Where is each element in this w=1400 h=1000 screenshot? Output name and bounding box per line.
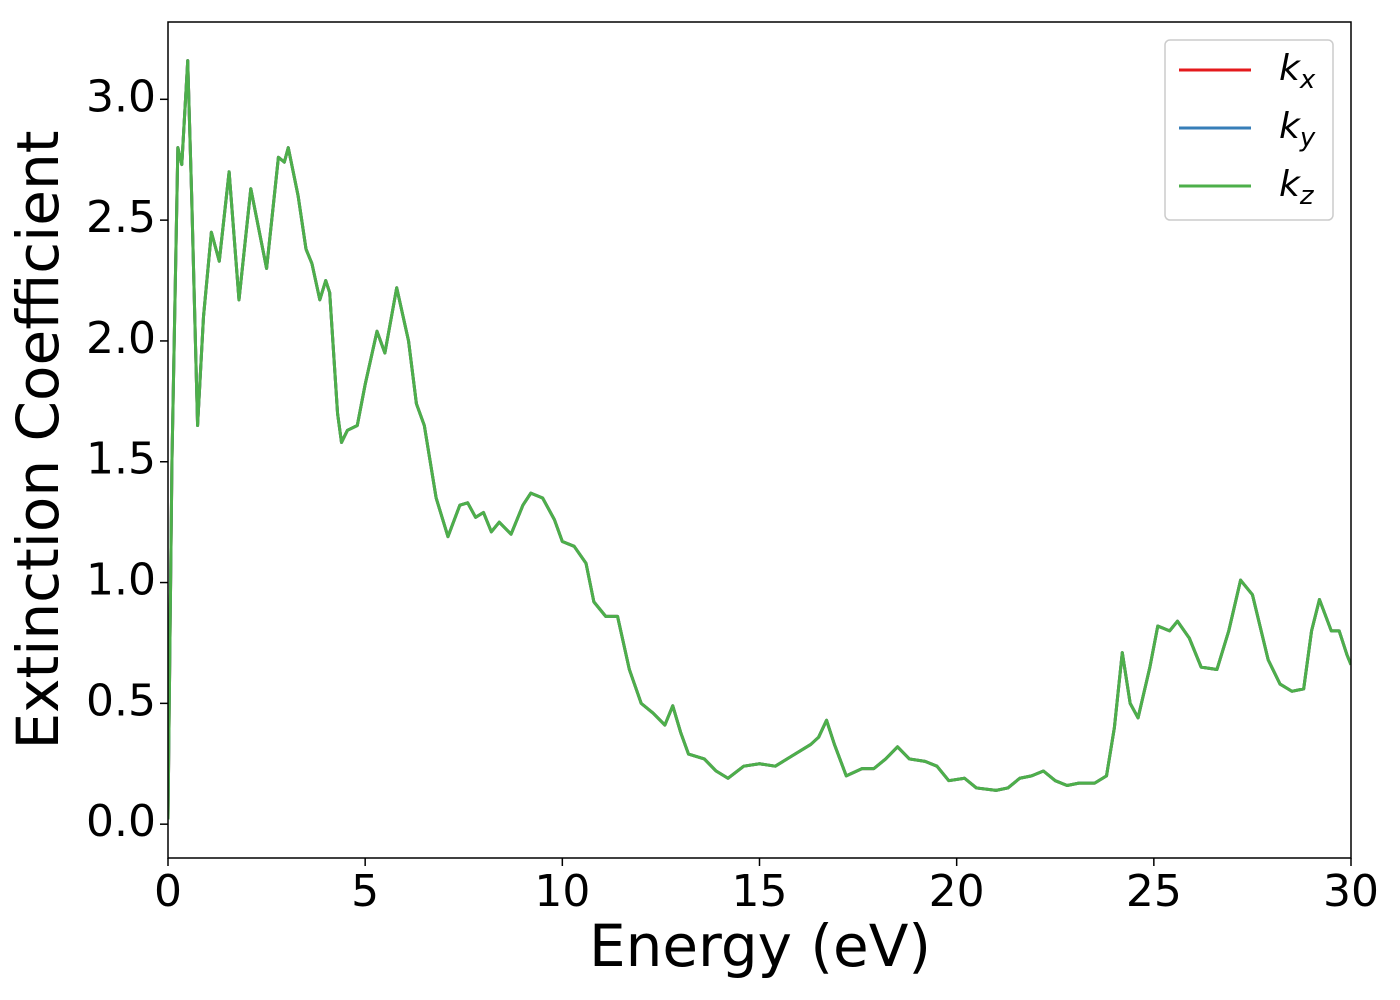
x-tick-label: 20 xyxy=(929,866,985,917)
data-line xyxy=(168,59,1351,820)
plot-frame xyxy=(167,21,1352,859)
y-tick-label: 2.0 xyxy=(86,313,156,364)
legend-box xyxy=(1164,39,1334,221)
y-tick-label: 2.5 xyxy=(86,192,156,243)
x-axis-label: Energy (eV) xyxy=(589,912,931,980)
x-tick-label: 30 xyxy=(1323,866,1379,917)
x-tick-label: 25 xyxy=(1126,866,1182,917)
x-tick-label: 15 xyxy=(732,866,788,917)
legend-label: ky xyxy=(1279,106,1316,153)
x-tick-label: 10 xyxy=(534,866,590,917)
y-tick-label: 0.0 xyxy=(86,796,156,847)
legend-label: kz xyxy=(1279,164,1315,211)
x-tick-label: 5 xyxy=(351,866,379,917)
legend-label: kx xyxy=(1279,48,1316,95)
y-tick-label: 0.5 xyxy=(86,675,156,726)
x-tick-label: 0 xyxy=(154,866,182,917)
y-tick-label: 1.5 xyxy=(86,434,156,485)
y-axis-label: Extinction Coefficient xyxy=(4,131,72,750)
y-tick-label: 1.0 xyxy=(86,555,156,606)
y-tick-label: 3.0 xyxy=(86,71,156,122)
